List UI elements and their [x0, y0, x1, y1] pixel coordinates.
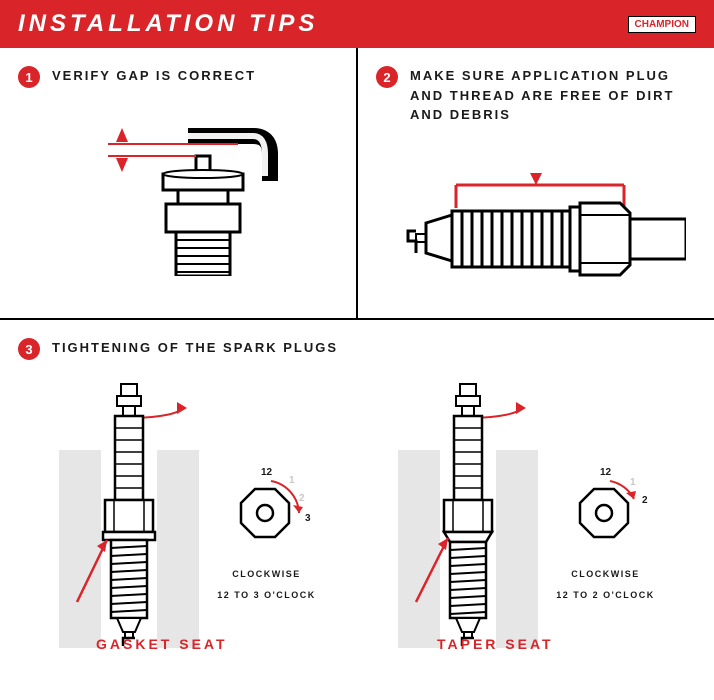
clock-12: 12 [261, 467, 273, 478]
clock-direction: CLOCKWISE [217, 568, 317, 581]
step-title: Tightening of the spark plugs [52, 338, 338, 358]
step-1-panel: 1 Verify gap is correct [0, 48, 358, 318]
thread-diagram [376, 143, 696, 313]
clock-2: 2 [642, 495, 648, 506]
seat-label-gasket: GASKET SEAT [96, 636, 228, 652]
spark-plug-side-svg [386, 153, 686, 303]
step-3-panel: 3 Tightening of the spark plugs [0, 320, 714, 658]
clock-3: 3 [305, 513, 311, 524]
clock-1-faded: 1 [630, 477, 636, 488]
gap-diagram [18, 106, 338, 276]
seat-label-taper: TAPER SEAT [437, 636, 554, 652]
step-number-badge: 1 [18, 66, 40, 88]
clock-direction: CLOCKWISE [556, 568, 656, 581]
spark-plug-gasket-svg [59, 378, 199, 648]
top-row: 1 Verify gap is correct [0, 48, 714, 320]
spark-plug-gap-svg [48, 106, 308, 276]
step-number-badge: 2 [376, 66, 398, 88]
clock-dial-svg: 12 1 2 3 [217, 465, 317, 555]
clock-gasket: 12 1 2 3 CLOCKWISE 12 TO 3 O'CLOCK [217, 465, 317, 601]
spark-plug-taper-svg [398, 378, 538, 648]
clock-range: 12 TO 2 O'CLOCK [556, 589, 656, 602]
step-header: 3 Tightening of the spark plugs [18, 338, 696, 360]
clock-taper: 12 1 2 CLOCKWISE 12 TO 2 O'CLOCK [556, 465, 656, 601]
taper-seat-column: 12 1 2 CLOCKWISE 12 TO 2 O'CLOCK TAPER S… [357, 378, 696, 648]
step-header: 2 Make sure application plug and thread … [376, 66, 696, 125]
clock-dial-svg: 12 1 2 [556, 465, 656, 555]
clock-12: 12 [600, 467, 612, 478]
clock-range: 12 TO 3 O'CLOCK [217, 589, 317, 602]
step-header: 1 Verify gap is correct [18, 66, 338, 88]
step-number-badge: 3 [18, 338, 40, 360]
tightening-row: 12 1 2 3 CLOCKWISE 12 TO 3 O'CLOCK GASKE… [18, 378, 696, 648]
gasket-seat-column: 12 1 2 3 CLOCKWISE 12 TO 3 O'CLOCK GASKE… [18, 378, 357, 648]
step-title: Make sure application plug and thread ar… [410, 66, 696, 125]
clock-1-faded: 1 [289, 475, 295, 486]
brand-logo: CHAMPION [628, 16, 696, 33]
page-title: INSTALLATION TIPS [18, 10, 318, 38]
step-2-panel: 2 Make sure application plug and thread … [358, 48, 714, 318]
header-bar: INSTALLATION TIPS CHAMPION [0, 0, 714, 48]
clock-2-faded: 2 [299, 493, 305, 504]
step-title: Verify gap is correct [52, 66, 256, 86]
